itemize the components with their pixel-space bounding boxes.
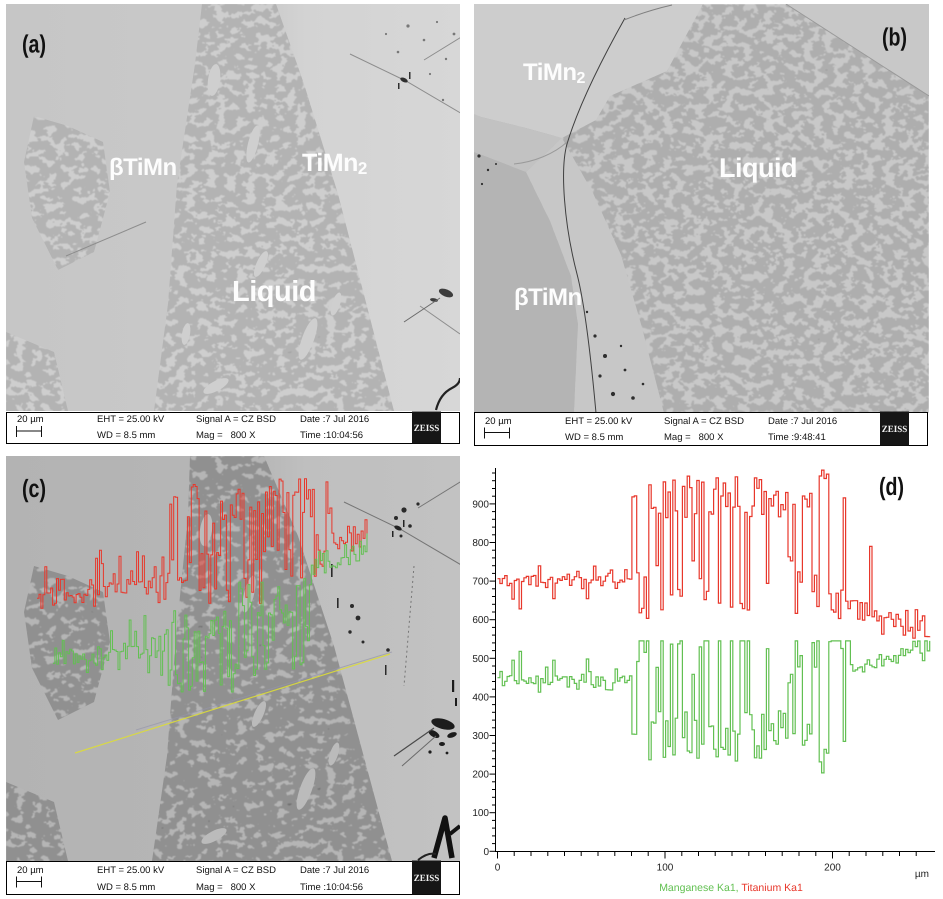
svg-text:20 µm: 20 µm <box>17 414 44 425</box>
svg-text:900: 900 <box>472 499 489 510</box>
svg-text:EHT = 25.00 kV: EHT = 25.00 kV <box>97 414 165 425</box>
svg-text:Liquid: Liquid <box>232 276 316 308</box>
svg-text:400: 400 <box>472 692 489 703</box>
svg-text:Mag = 800 X: Mag = 800 X <box>196 882 256 893</box>
svg-text:Signal A = CZ BSD: Signal A = CZ BSD <box>664 416 744 427</box>
svg-text:ZEISS: ZEISS <box>414 874 440 884</box>
svg-text:WD = 8.5 mm: WD = 8.5 mm <box>565 432 623 443</box>
svg-text:Time :10:04:56: Time :10:04:56 <box>300 430 363 441</box>
svg-text:TiMn2: TiMn2 <box>523 59 586 87</box>
svg-text:20 µm: 20 µm <box>17 865 44 876</box>
svg-text:Manganese Ka1, Titanium Ka1: Manganese Ka1, Titanium Ka1 <box>659 882 803 894</box>
svg-text:Signal A = CZ BSD: Signal A = CZ BSD <box>196 414 276 425</box>
svg-text:100: 100 <box>472 808 489 819</box>
svg-text:200: 200 <box>472 770 489 781</box>
svg-text:0: 0 <box>495 863 501 874</box>
svg-text:200: 200 <box>824 863 841 874</box>
svg-text:µm: µm <box>915 869 929 880</box>
svg-text:Liquid: Liquid <box>719 153 797 183</box>
svg-text:Date :7 Jul 2016: Date :7 Jul 2016 <box>300 414 369 425</box>
svg-text:300: 300 <box>472 731 489 742</box>
svg-text:600: 600 <box>472 615 489 626</box>
svg-text:Time :10:04:56: Time :10:04:56 <box>300 882 363 893</box>
svg-text:βTiMn: βTiMn <box>514 284 582 311</box>
svg-text:Date :7 Jul 2016: Date :7 Jul 2016 <box>300 865 369 876</box>
svg-text:WD = 8.5 mm: WD = 8.5 mm <box>97 882 155 893</box>
svg-text:700: 700 <box>472 577 489 588</box>
svg-text:Mag = 800 X: Mag = 800 X <box>664 432 724 443</box>
svg-text:(b): (b) <box>882 24 907 52</box>
svg-text:0: 0 <box>483 847 489 858</box>
svg-text:EHT = 25.00 kV: EHT = 25.00 kV <box>565 416 633 427</box>
svg-text:Signal A = CZ BSD: Signal A = CZ BSD <box>196 865 276 876</box>
svg-text:ZEISS: ZEISS <box>414 424 440 434</box>
svg-text:800: 800 <box>472 538 489 549</box>
svg-text:500: 500 <box>472 654 489 665</box>
svg-text:EHT = 25.00 kV: EHT = 25.00 kV <box>97 865 165 876</box>
svg-text:(d): (d) <box>879 473 904 501</box>
svg-text:20 µm: 20 µm <box>485 416 512 427</box>
svg-text:Time :9:48:41: Time :9:48:41 <box>768 432 826 443</box>
svg-text:(a): (a) <box>22 31 46 59</box>
svg-text:TiMn2: TiMn2 <box>302 149 367 178</box>
svg-text:Date :7 Jul 2016: Date :7 Jul 2016 <box>768 416 837 427</box>
svg-text:ZEISS: ZEISS <box>882 425 908 435</box>
svg-text:βTiMn: βTiMn <box>109 154 177 181</box>
svg-text:Mag = 800 X: Mag = 800 X <box>196 430 256 441</box>
svg-text:100: 100 <box>657 863 674 874</box>
svg-text:(c): (c) <box>22 475 46 503</box>
svg-text:WD = 8.5 mm: WD = 8.5 mm <box>97 430 155 441</box>
